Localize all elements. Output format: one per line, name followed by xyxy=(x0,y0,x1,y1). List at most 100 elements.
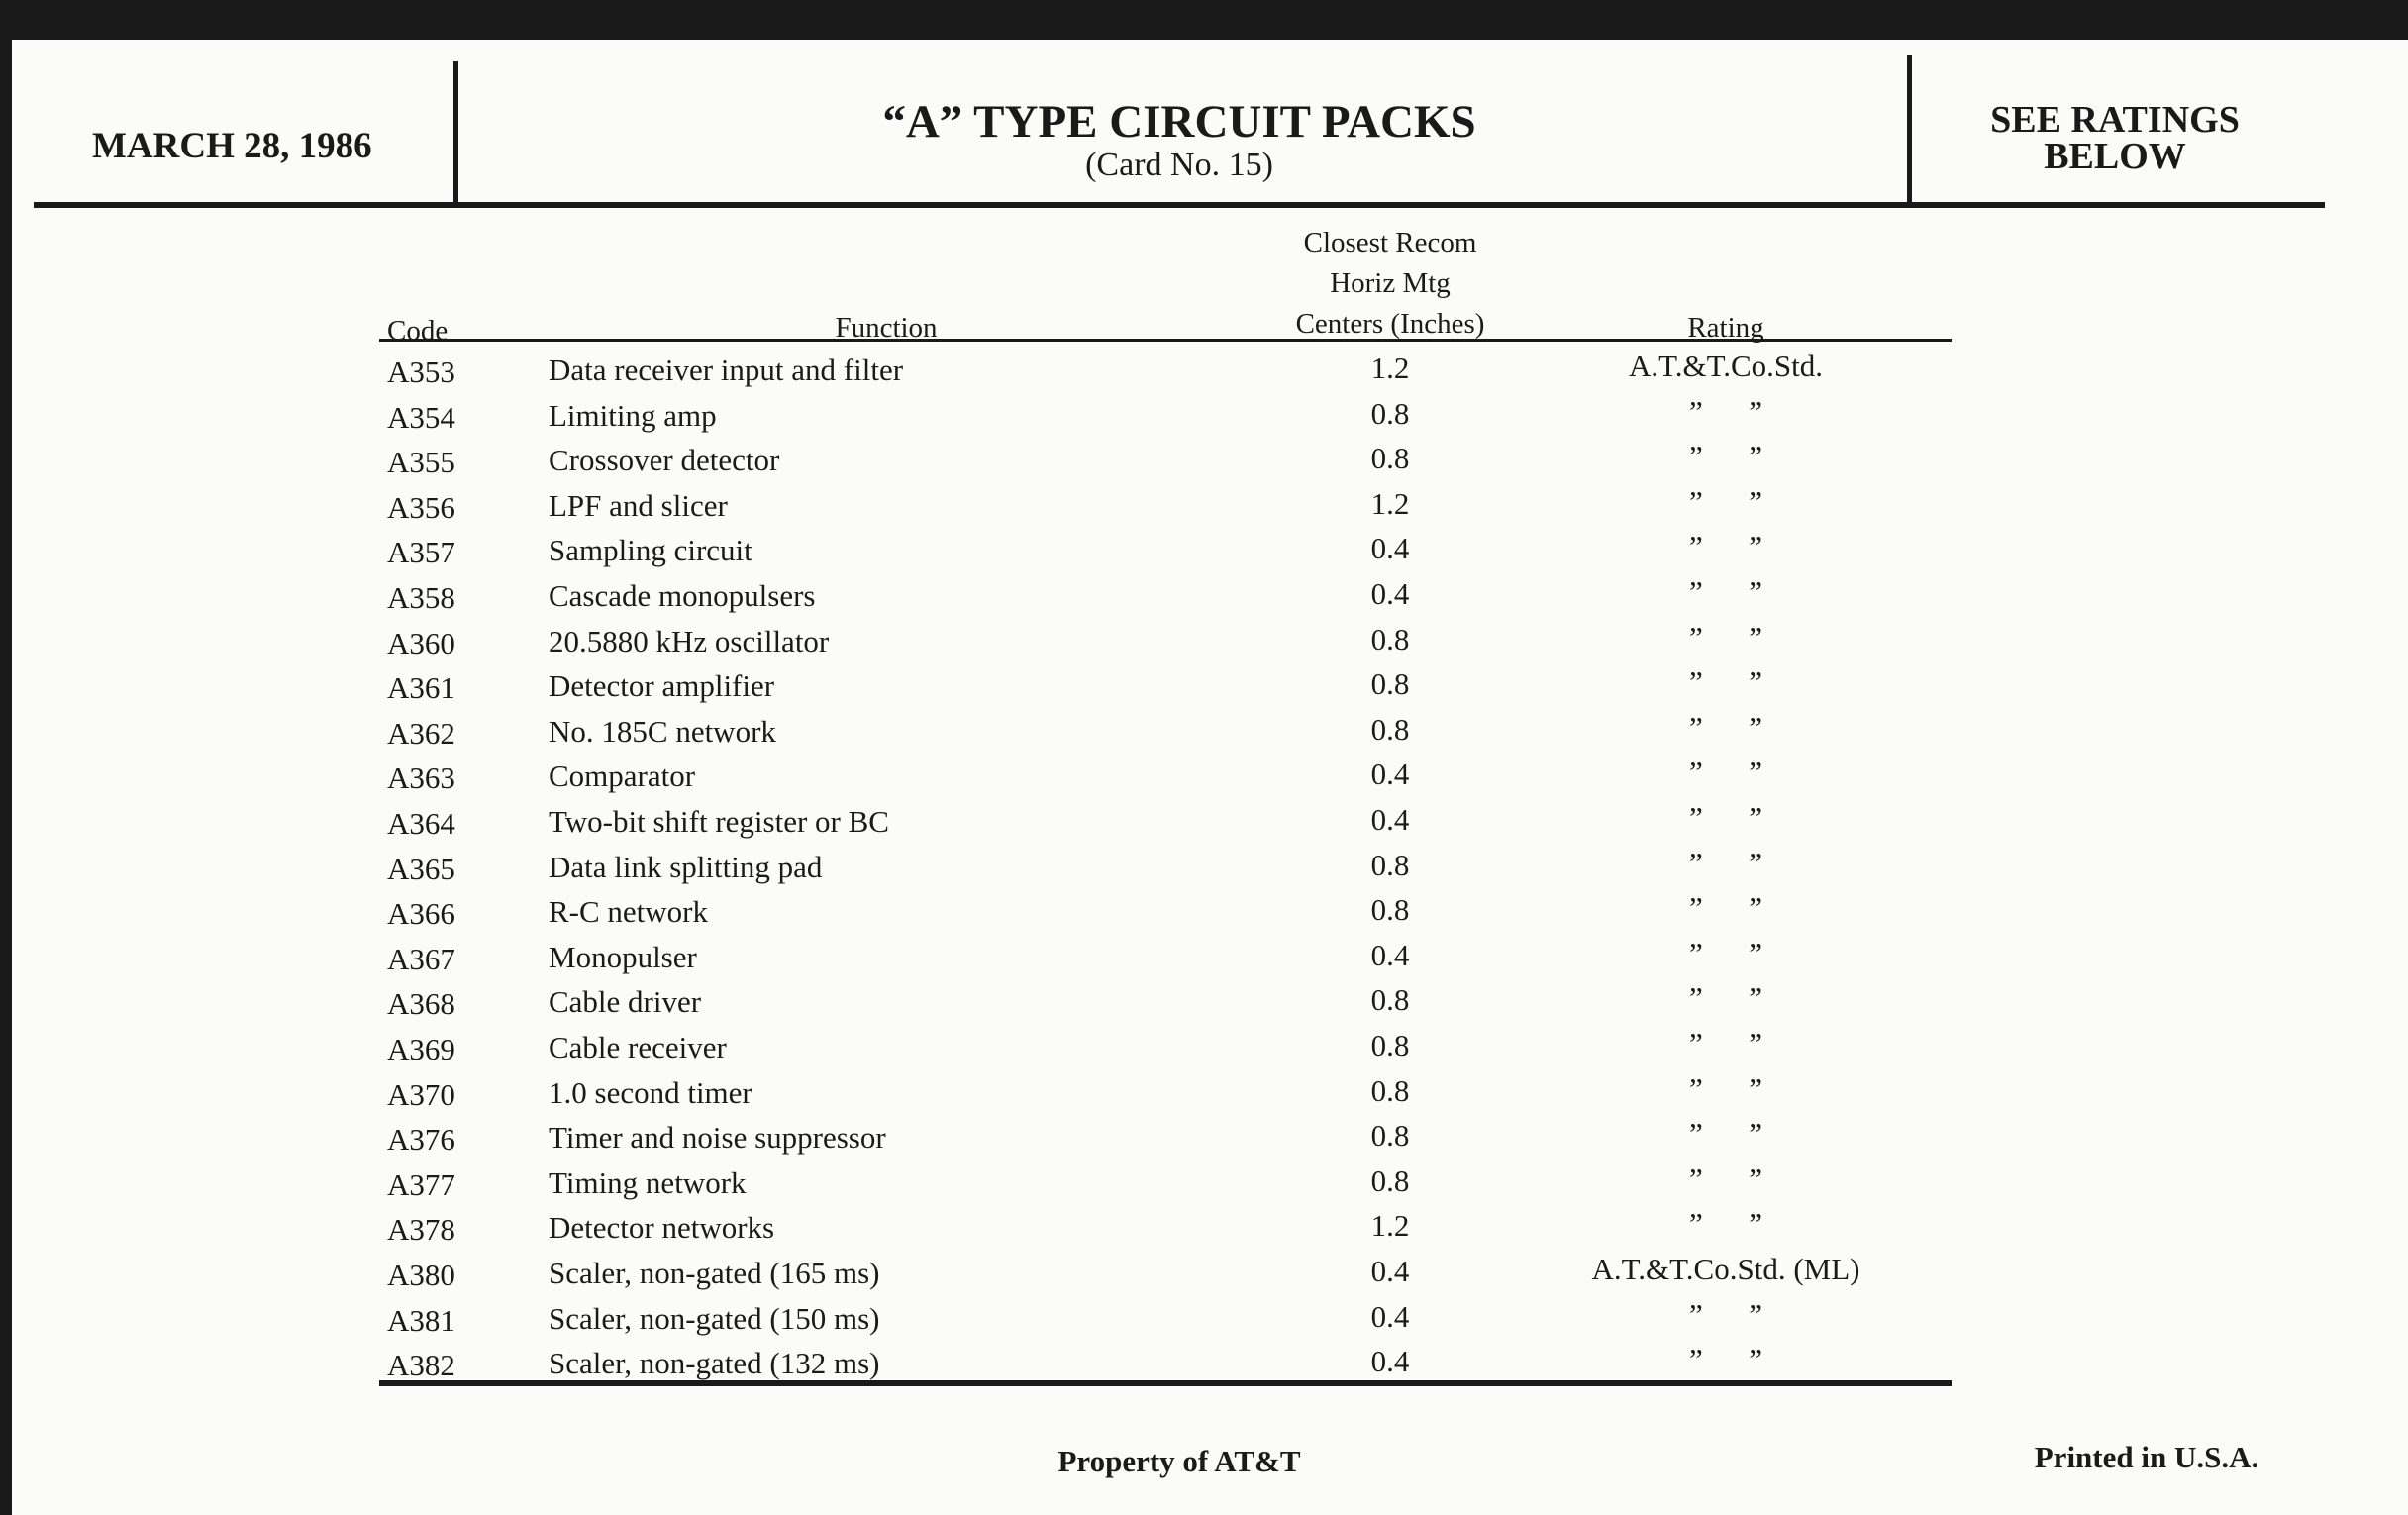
date: MARCH 28, 1986 xyxy=(92,126,372,166)
spacing: 1.2 xyxy=(1370,351,1410,385)
code: A366 xyxy=(387,896,455,932)
spacing: 0.8 xyxy=(1370,1072,1410,1108)
spacing: 0.8 xyxy=(1370,1162,1410,1198)
rating: ” ” xyxy=(1688,935,1763,970)
rating: ” ” xyxy=(1688,1161,1763,1196)
ratings-note: BELOW xyxy=(2044,136,2186,177)
title: “A” TYPE CIRCUIT PACKS xyxy=(882,96,1476,148)
function: Comparator xyxy=(549,758,696,794)
table-bottom-rule xyxy=(379,1380,1952,1386)
spacing: 0.4 xyxy=(1370,576,1410,611)
function: LPF and slicer xyxy=(549,487,728,523)
rating: ” ” xyxy=(1688,800,1763,835)
code: A363 xyxy=(387,760,455,796)
table-header-rule xyxy=(379,339,1952,342)
function: Scaler, non-gated (150 ms) xyxy=(549,1300,880,1336)
function: Data link splitting pad xyxy=(549,849,823,884)
function: Timing network xyxy=(549,1164,747,1200)
rating: ” ” xyxy=(1688,1296,1763,1332)
spacing: 0.4 xyxy=(1370,802,1410,837)
function: Sampling circuit xyxy=(549,533,752,568)
rating: ” ” xyxy=(1688,1070,1763,1106)
card: MARCH 28, 1986 “A” TYPE CIRCUIT PACKS (C… xyxy=(12,40,2408,1515)
rating: ” ” xyxy=(1688,980,1763,1016)
spacing: 0.8 xyxy=(1370,441,1410,476)
function: No. 185C network xyxy=(549,713,776,749)
spacing: 0.8 xyxy=(1370,892,1410,928)
rating: ” ” xyxy=(1688,1206,1763,1242)
code: A353 xyxy=(387,354,455,389)
rating: ” ” xyxy=(1688,1026,1763,1060)
rating: ” ” xyxy=(1688,529,1763,564)
function: Two-bit shift register or BC xyxy=(549,804,889,839)
rating: ” ” xyxy=(1688,755,1763,790)
spacing: 0.8 xyxy=(1370,621,1410,656)
code: A362 xyxy=(387,715,455,751)
spacing: 0.4 xyxy=(1370,937,1410,972)
rating: ” ” xyxy=(1688,619,1763,655)
column-header: Centers (Inches) xyxy=(1295,308,1485,340)
code: A360 xyxy=(387,625,455,660)
rating: ” ” xyxy=(1688,574,1763,609)
function: Timer and noise suppressor xyxy=(549,1120,886,1156)
function: Crossover detector xyxy=(549,443,780,478)
rating: ” ” xyxy=(1688,393,1763,429)
code: A368 xyxy=(387,986,455,1022)
header-divider xyxy=(453,61,458,205)
code: A381 xyxy=(387,1302,455,1338)
spacing: 0.8 xyxy=(1370,1118,1410,1154)
rating: ” ” xyxy=(1688,709,1763,745)
spacing: 0.8 xyxy=(1370,395,1410,431)
code: A367 xyxy=(387,941,455,976)
function: Cascade monopulsers xyxy=(549,578,816,613)
code: A364 xyxy=(387,806,455,841)
spacing: 0.4 xyxy=(1370,1254,1410,1288)
spacing: 0.4 xyxy=(1370,757,1410,792)
spacing: 0.8 xyxy=(1370,1028,1410,1062)
code: A365 xyxy=(387,851,455,886)
code: A354 xyxy=(387,399,455,435)
footer-printed: Printed in U.S.A. xyxy=(2034,1440,2259,1474)
ratings-note: SEE RATINGS xyxy=(1990,99,2240,141)
function: Scaler, non-gated (132 ms) xyxy=(549,1346,880,1381)
rating: ” ” xyxy=(1688,483,1763,519)
function: Scaler, non-gated (165 ms) xyxy=(549,1256,880,1290)
function: Limiting amp xyxy=(549,397,717,433)
spacing: 0.8 xyxy=(1370,982,1410,1018)
function: R-C network xyxy=(549,894,709,930)
rating: A.T.&T.Co.Std. (ML) xyxy=(1591,1252,1860,1286)
code: A356 xyxy=(387,489,455,525)
function: Detector networks xyxy=(549,1210,775,1246)
code: A376 xyxy=(387,1122,455,1158)
header-divider xyxy=(1907,55,1912,205)
rating: ” ” xyxy=(1688,664,1763,700)
header-rule xyxy=(34,202,2325,208)
function: Cable receiver xyxy=(549,1030,727,1064)
spacing: 1.2 xyxy=(1370,1208,1410,1244)
column-header: Closest Recom xyxy=(1303,227,1477,258)
code: A361 xyxy=(387,670,455,706)
code: A358 xyxy=(387,580,455,615)
rating: ” ” xyxy=(1688,845,1763,880)
code: A370 xyxy=(387,1076,455,1112)
function: Data receiver input and filter xyxy=(549,353,904,387)
code: A377 xyxy=(387,1166,455,1202)
code: A380 xyxy=(387,1258,455,1292)
column-header: Code xyxy=(387,315,449,347)
function: Cable driver xyxy=(549,984,702,1020)
spacing: 0.8 xyxy=(1370,711,1410,747)
code: A382 xyxy=(387,1348,455,1383)
code: A378 xyxy=(387,1212,455,1248)
subtitle: (Card No. 15) xyxy=(1085,147,1273,183)
rating: ” ” xyxy=(1688,1342,1763,1377)
footer-owner: Property of AT&T xyxy=(1057,1444,1301,1478)
function: Monopulser xyxy=(549,939,697,974)
function: 1.0 second timer xyxy=(549,1074,752,1110)
code: A357 xyxy=(387,535,455,570)
spacing: 0.4 xyxy=(1370,1298,1410,1334)
column-header: Horiz Mtg xyxy=(1330,267,1451,299)
rating: ” ” xyxy=(1688,1116,1763,1152)
column-header: Function xyxy=(835,312,938,344)
code: A369 xyxy=(387,1032,455,1066)
